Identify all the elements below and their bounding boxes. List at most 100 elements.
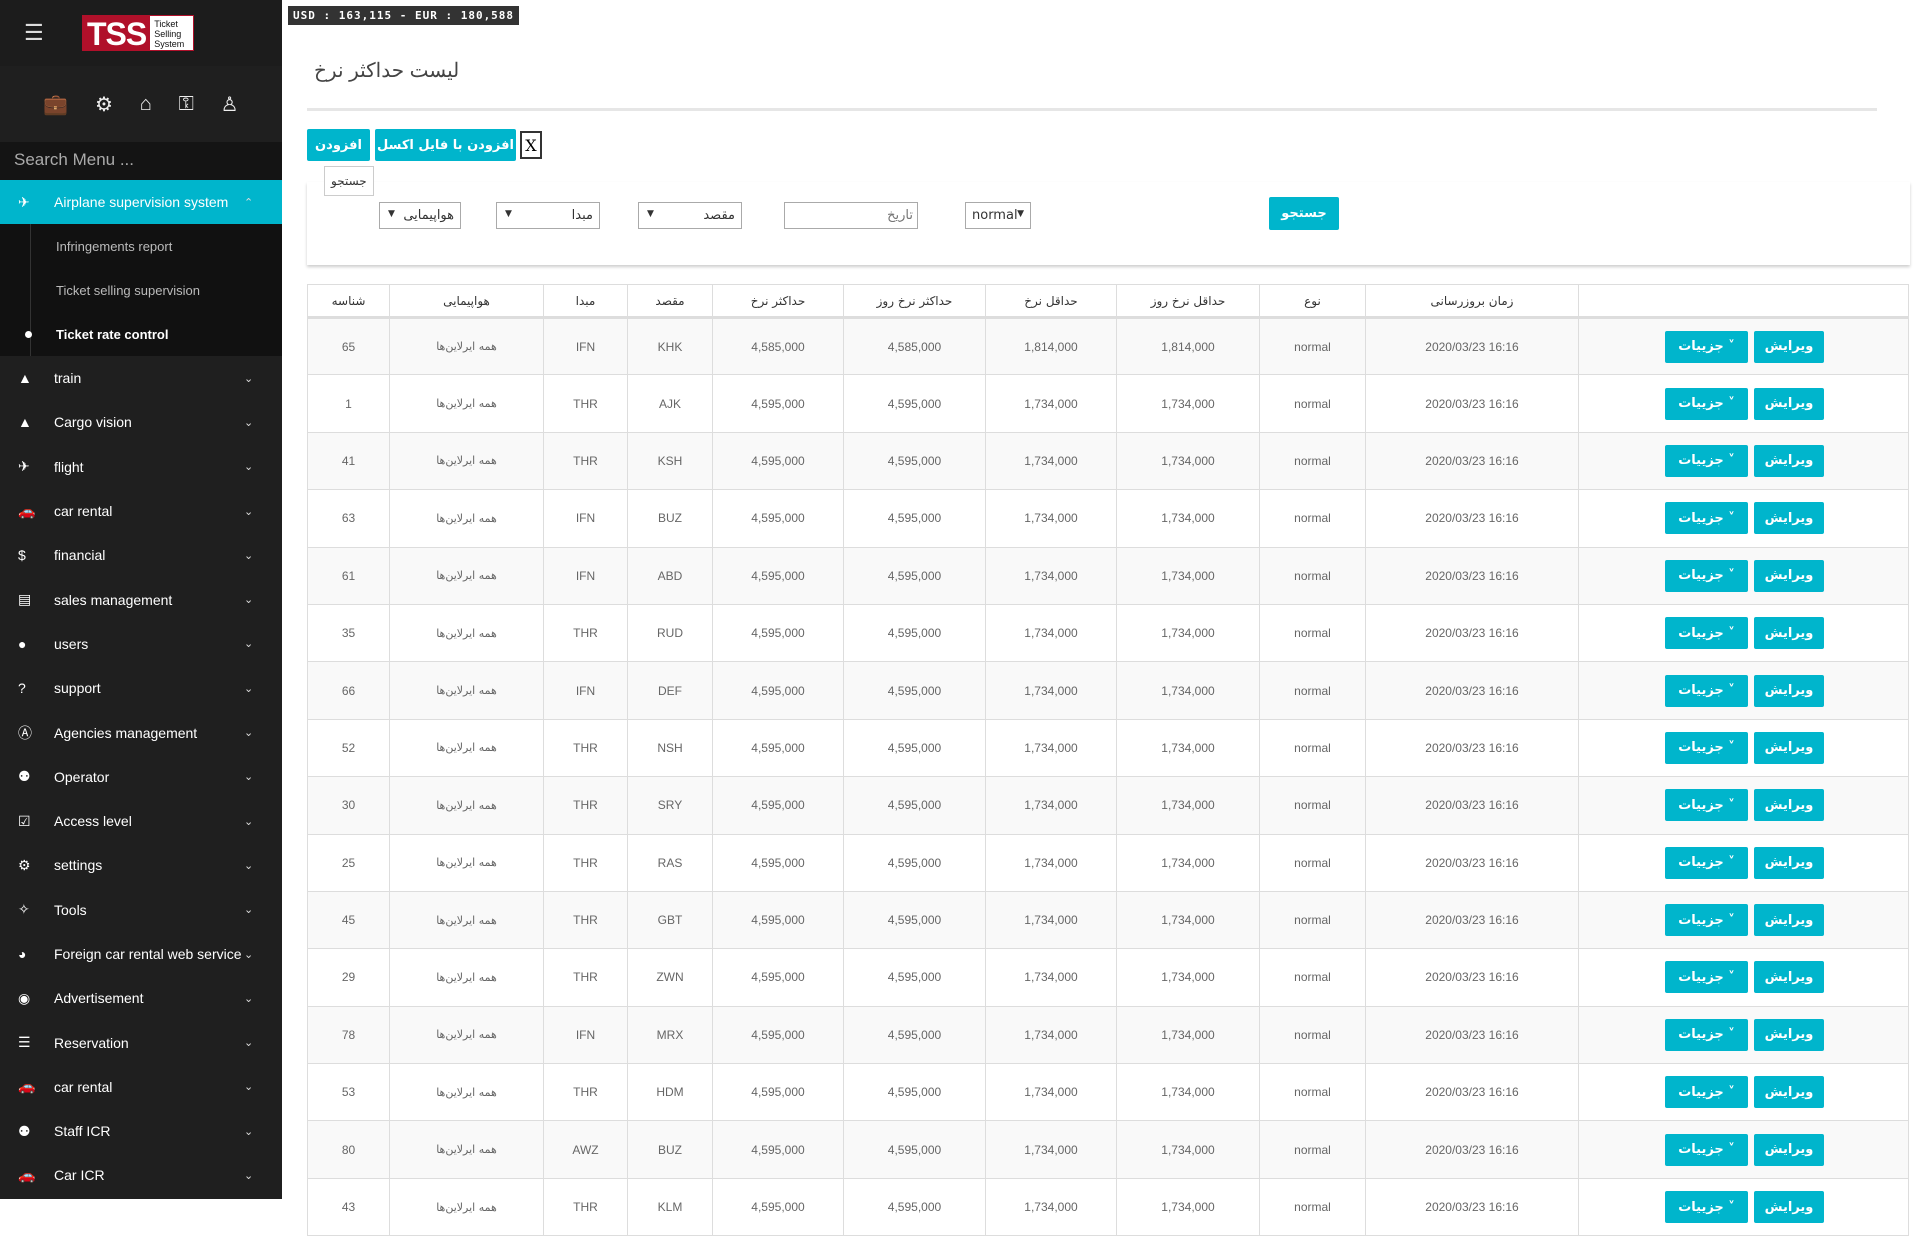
sidebar-item-financial[interactable]: $ financial ⌄ bbox=[0, 533, 282, 577]
sidebar-item-label: Access level bbox=[54, 813, 132, 830]
submenu-infringements-report[interactable]: Infringements report bbox=[56, 238, 173, 254]
sidebar-item-train[interactable]: ▲ train ⌄ bbox=[0, 356, 282, 400]
table-cell: THR bbox=[543, 890, 628, 950]
table-cell: 2020/03/23 16:16 bbox=[1365, 833, 1579, 892]
table-cell: MRX bbox=[627, 1005, 713, 1065]
details-button[interactable]: جزییات ˅ bbox=[1665, 502, 1748, 535]
details-button[interactable]: جزییات ˅ bbox=[1665, 1191, 1748, 1224]
origin-select[interactable]: مبدا ▼ bbox=[496, 202, 600, 229]
logo[interactable]: TSS Ticket Selling System bbox=[82, 15, 195, 52]
edit-button[interactable]: ویرایش bbox=[1754, 961, 1824, 994]
details-button[interactable]: جزییات ˅ bbox=[1665, 444, 1748, 477]
details-button[interactable]: جزییات ˅ bbox=[1665, 559, 1748, 592]
add-excel-button[interactable]: افزودن با فایل اکسل bbox=[375, 129, 516, 161]
sidebar-item-staff-icr[interactable]: ⚉ Staff ICR ⌄ bbox=[0, 1109, 282, 1153]
edit-button[interactable]: ویرایش bbox=[1754, 1133, 1824, 1166]
sidebar-item-agencies-management[interactable]: Ⓐ Agencies management ⌄ bbox=[0, 710, 282, 754]
edit-button[interactable]: ویرایش bbox=[1754, 559, 1824, 592]
sidebar-item-cargo-vision[interactable]: ▲ Cargo vision ⌄ bbox=[0, 400, 282, 444]
column-header[interactable] bbox=[1578, 284, 1909, 319]
sidebar-item-tools[interactable]: ✧ Tools ⌄ bbox=[0, 888, 282, 932]
edit-button[interactable]: ویرایش bbox=[1754, 444, 1824, 477]
table-cell: 30 bbox=[307, 776, 390, 835]
column-header[interactable]: زمان بروزرسانی bbox=[1365, 284, 1579, 319]
column-header[interactable]: حداکثر نرخ bbox=[712, 284, 844, 319]
question-icon: ? bbox=[18, 680, 26, 697]
edit-button[interactable]: ویرایش bbox=[1754, 904, 1824, 937]
column-header[interactable]: مقصد bbox=[627, 284, 713, 319]
column-header[interactable]: شناسه bbox=[307, 284, 390, 319]
table-cell: 4,585,000 bbox=[843, 316, 986, 376]
user-secret-icon[interactable]: ♙ bbox=[220, 93, 239, 116]
chevron-down-icon: ⌄ bbox=[244, 948, 254, 961]
details-button[interactable]: جزییات ˅ bbox=[1665, 617, 1748, 650]
excel-file-icon[interactable]: X bbox=[520, 131, 542, 159]
sidebar-item-car-icr[interactable]: 🚗 Car ICR ⌄ bbox=[0, 1153, 282, 1197]
edit-button[interactable]: ویرایش bbox=[1754, 617, 1824, 650]
details-button[interactable]: جزییات ˅ bbox=[1665, 1018, 1748, 1051]
briefcase-icon[interactable]: 💼 bbox=[43, 93, 69, 116]
add-button[interactable]: افزودن bbox=[307, 129, 370, 161]
column-header[interactable]: نوع bbox=[1259, 284, 1366, 319]
details-button[interactable]: جزییات ˅ bbox=[1665, 1133, 1748, 1166]
table-cell: 1,734,000 bbox=[1116, 833, 1260, 892]
type-select[interactable]: normal ▼ bbox=[965, 202, 1031, 229]
column-header[interactable]: حداکثر نرخ روز bbox=[843, 284, 986, 319]
column-header[interactable]: حداقل نرخ روز bbox=[1116, 284, 1260, 319]
users-icon: ⚉ bbox=[18, 1122, 31, 1139]
table-cell: 4,595,000 bbox=[843, 718, 986, 778]
details-button[interactable]: جزییات ˅ bbox=[1665, 961, 1748, 994]
sidebar-item-airplane-supervision[interactable]: ✈ Airplane supervision system ⌃ bbox=[0, 180, 282, 224]
column-header[interactable]: هواپیمایی bbox=[389, 284, 544, 319]
edit-button[interactable]: ویرایش bbox=[1754, 1076, 1824, 1109]
sidebar-item-users[interactable]: ● users ⌄ bbox=[0, 622, 282, 666]
details-button[interactable]: جزییات ˅ bbox=[1665, 330, 1748, 363]
search-menu-input[interactable] bbox=[14, 150, 268, 170]
sidebar-item-car-rental[interactable]: 🚗 car rental ⌄ bbox=[0, 489, 282, 533]
column-header[interactable]: مبدا bbox=[543, 284, 628, 319]
edit-button[interactable]: ویرایش bbox=[1754, 502, 1824, 535]
table-cell: THR bbox=[543, 833, 628, 892]
key-icon[interactable]: ⚿ bbox=[178, 92, 194, 115]
details-button[interactable]: جزییات ˅ bbox=[1665, 846, 1748, 879]
column-header[interactable]: حداقل نرخ bbox=[985, 284, 1117, 319]
details-button[interactable]: جزییات ˅ bbox=[1665, 789, 1748, 822]
table-cell: 61 bbox=[307, 546, 390, 605]
details-button[interactable]: جزییات ˅ bbox=[1665, 387, 1748, 420]
edit-button[interactable]: ویرایش bbox=[1754, 731, 1824, 764]
submenu-ticket-rate-control[interactable]: Ticket rate control bbox=[0, 312, 282, 356]
table-cell: 1,734,000 bbox=[985, 431, 1117, 491]
home-icon[interactable]: ⌂ bbox=[139, 92, 152, 115]
details-button[interactable]: جزییات ˅ bbox=[1665, 904, 1748, 937]
table-cell: IFN bbox=[543, 489, 628, 548]
hamburger-menu-icon[interactable]: ☰ bbox=[24, 20, 44, 45]
magic-wand-icon: ✧ bbox=[18, 901, 30, 918]
gear-icon[interactable]: ⚙ bbox=[95, 93, 113, 116]
sidebar-item-settings[interactable]: ⚙ settings ⌄ bbox=[0, 843, 282, 887]
sidebar-item-reservation[interactable]: ☰ Reservation ⌄ bbox=[0, 1020, 282, 1064]
sidebar-item-access-level[interactable]: ☑ Access level ⌄ bbox=[0, 799, 282, 843]
sidebar-item-foreign-car-rental-web-service[interactable]: ◕ Foreign car rental web service ⌄ bbox=[0, 932, 282, 976]
details-button[interactable]: جزییات ˅ bbox=[1665, 1076, 1748, 1109]
sidebar-item-advertisement[interactable]: ◉ Advertisement ⌄ bbox=[0, 976, 282, 1020]
agency-icon: Ⓐ bbox=[18, 724, 32, 741]
edit-button[interactable]: ویرایش bbox=[1754, 1018, 1824, 1051]
submenu-ticket-selling-supervision[interactable]: Ticket selling supervision bbox=[56, 282, 201, 298]
edit-button[interactable]: ویرایش bbox=[1754, 846, 1824, 879]
edit-button[interactable]: ویرایش bbox=[1754, 1191, 1824, 1224]
details-button[interactable]: جزییات ˅ bbox=[1665, 674, 1748, 707]
sidebar-item-flight[interactable]: ✈ flight ⌄ bbox=[0, 445, 282, 489]
search-button[interactable]: جستجو bbox=[1269, 197, 1339, 230]
sidebar-item-car-rental[interactable]: 🚗 car rental ⌄ bbox=[0, 1065, 282, 1109]
details-button[interactable]: جزییات ˅ bbox=[1665, 731, 1748, 764]
date-input[interactable] bbox=[784, 202, 918, 229]
sidebar-item-sales-management[interactable]: ▤ sales management ⌄ bbox=[0, 577, 282, 621]
edit-button[interactable]: ویرایش bbox=[1754, 789, 1824, 822]
sidebar-item-operator[interactable]: ⚉ Operator ⌄ bbox=[0, 755, 282, 799]
sidebar-item-support[interactable]: ? support ⌄ bbox=[0, 666, 282, 710]
edit-button[interactable]: ویرایش bbox=[1754, 674, 1824, 707]
edit-button[interactable]: ویرایش bbox=[1754, 387, 1824, 420]
airline-select[interactable]: هواپیمایی ▼ bbox=[379, 202, 461, 229]
edit-button[interactable]: ویرایش bbox=[1754, 330, 1824, 363]
destination-select[interactable]: مقصد ▼ bbox=[638, 202, 742, 229]
